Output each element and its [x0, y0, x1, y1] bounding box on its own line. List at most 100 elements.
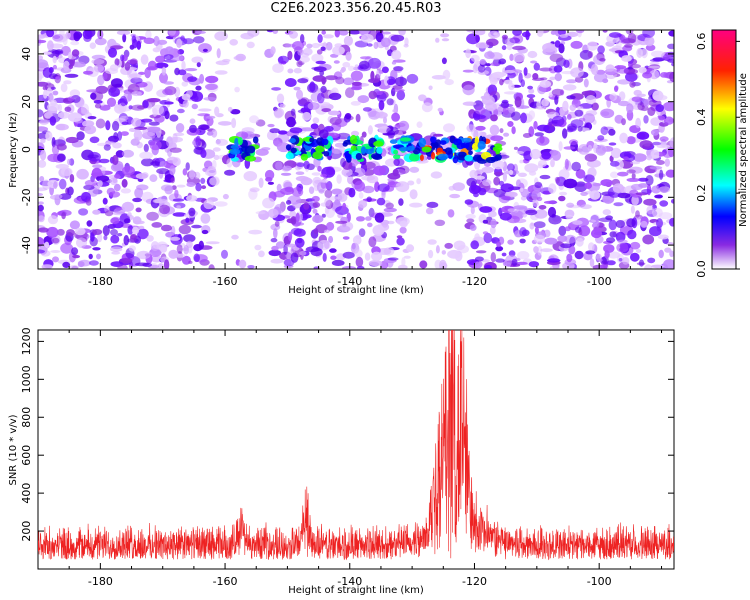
- heatmap-cell: [558, 141, 563, 152]
- heatmap-cell: [62, 261, 71, 268]
- heatmap-signal-cell: [349, 134, 358, 145]
- heatmap-cell: [137, 228, 149, 240]
- heatmap-cell: [563, 146, 576, 150]
- heatmap-cell: [95, 118, 106, 129]
- heatmap-cell: [121, 201, 134, 212]
- heatmap-cell: [136, 40, 142, 50]
- heatmap-cell: [317, 240, 331, 251]
- heatmap-cell: [657, 234, 669, 240]
- heatmap-cell: [234, 86, 240, 93]
- heatmap-cell: [89, 136, 100, 144]
- heatmap-cell: [637, 102, 645, 111]
- heatmap-cell: [283, 259, 295, 267]
- heatmap-cell: [547, 258, 561, 263]
- heatmap-cell: [536, 100, 541, 109]
- heatmap-cell: [57, 111, 70, 119]
- heatmap-cell: [149, 139, 162, 151]
- heatmap-cell: [71, 247, 79, 256]
- heatmap-cell: [523, 67, 528, 76]
- heatmap-cell: [317, 34, 323, 43]
- heatmap-cell: [472, 64, 478, 74]
- heatmap-cell: [587, 144, 593, 152]
- heatmap-cell: [331, 148, 343, 154]
- heatmap-cell: [267, 123, 275, 128]
- heatmap-cell: [527, 85, 533, 90]
- heatmap-cell: [376, 68, 382, 79]
- heatmap-cell: [201, 185, 207, 190]
- heatmap-cell: [188, 260, 193, 264]
- heatmap-signal-cell: [419, 154, 424, 161]
- heatmap-cell: [442, 69, 451, 80]
- heatmap-cell: [182, 38, 195, 45]
- heatmap-cell: [69, 174, 75, 183]
- heatmap-cell: [618, 258, 623, 262]
- heatmap-cell: [635, 117, 641, 129]
- top-x-tick-label: -100: [587, 275, 612, 288]
- heatmap-cell: [425, 207, 434, 215]
- heatmap-cell: [362, 161, 376, 169]
- heatmap-cell: [61, 212, 66, 220]
- heatmap-cell: [664, 158, 670, 167]
- heatmap-cell: [315, 60, 326, 65]
- heatmap-cell: [507, 208, 516, 213]
- heatmap-cell: [489, 226, 496, 235]
- heatmap-signal-cell: [431, 152, 436, 160]
- heatmap-cell: [72, 61, 86, 68]
- heatmap-cell: [435, 245, 440, 254]
- heatmap-cell: [312, 208, 318, 214]
- heatmap-cell: [520, 112, 527, 124]
- page-title: C2E6.2023.356.20.45.R03: [270, 1, 442, 16]
- heatmap-cell: [119, 95, 127, 107]
- heatmap-signal-cell: [464, 154, 473, 162]
- heatmap-cell: [106, 187, 116, 196]
- heatmap-cell: [355, 234, 361, 240]
- heatmap-cell: [511, 258, 518, 267]
- heatmap-cell: [566, 127, 574, 133]
- heatmap-cell: [398, 165, 410, 174]
- heatmap-signal-cell: [230, 144, 239, 150]
- heatmap-cell: [181, 81, 189, 87]
- heatmap-cell: [289, 127, 303, 134]
- heatmap-cell: [348, 187, 356, 198]
- heatmap-cell: [50, 86, 56, 90]
- heatmap-cell: [360, 56, 371, 60]
- heatmap-cell: [649, 69, 660, 80]
- heatmap-cell: [566, 31, 579, 38]
- heatmap-cell: [630, 63, 641, 69]
- heatmap-cell: [297, 78, 309, 84]
- heatmap-cell: [590, 64, 599, 75]
- heatmap-cell: [669, 250, 674, 258]
- heatmap-cell: [40, 138, 46, 144]
- heatmap-cell: [312, 201, 321, 208]
- heatmap-cell: [641, 189, 653, 194]
- heatmap-cell: [90, 92, 97, 100]
- heatmap-cell: [323, 34, 334, 39]
- heatmap-cell: [509, 53, 514, 62]
- heatmap-cell: [342, 251, 355, 259]
- heatmap-cell: [38, 227, 49, 233]
- heatmap-cell: [94, 103, 102, 109]
- heatmap-cell: [566, 202, 575, 208]
- heatmap-cell: [477, 64, 486, 73]
- heatmap-signal-cell: [376, 146, 383, 155]
- heatmap-cell: [285, 243, 297, 248]
- heatmap-cell: [659, 72, 669, 78]
- heatmap-cell: [320, 46, 326, 52]
- heatmap-cell: [416, 178, 421, 185]
- heatmap-cell: [517, 146, 531, 156]
- heatmap-cell: [340, 157, 346, 168]
- heatmap-cell: [102, 197, 108, 205]
- heatmap-cell: [296, 60, 303, 68]
- heatmap-cell: [331, 188, 343, 195]
- heatmap-cell: [109, 64, 119, 72]
- heatmap-cell: [47, 215, 59, 225]
- heatmap-cell: [475, 250, 487, 254]
- heatmap-cell: [440, 33, 450, 38]
- heatmap-cell: [248, 229, 263, 235]
- heatmap-cell: [191, 224, 202, 229]
- heatmap-cell: [548, 183, 557, 194]
- heatmap-cell: [407, 180, 415, 186]
- heatmap-cell: [152, 107, 158, 117]
- heatmap-cell: [110, 217, 120, 224]
- heatmap-cell: [94, 37, 107, 46]
